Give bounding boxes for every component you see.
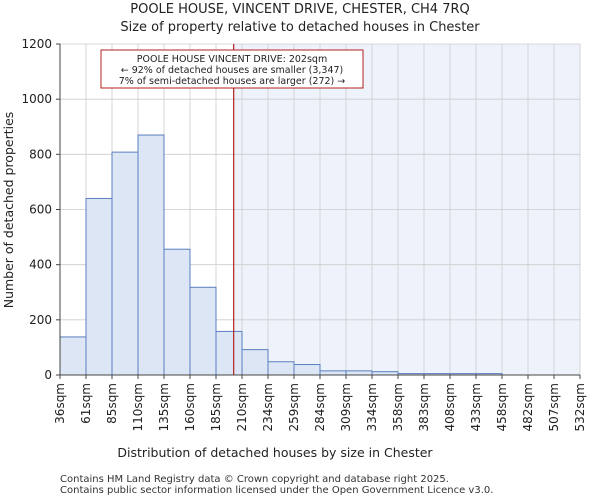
bar [293,364,321,376]
annotation-line-3: 7% of semi-detached houses are larger (2… [119,76,346,87]
y-tick-label: 1000 [21,92,52,106]
annotation-border [100,49,364,89]
annotation-line-1: POOLE HOUSE VINCENT DRIVE: 202sqm [137,54,327,65]
x-tick-label: 110sqm [131,383,145,431]
y-tick-label: 600 [29,203,52,217]
x-tick-label: 160sqm [183,383,197,431]
x-tick-label: 36sqm [53,383,67,424]
x-tick-label: 334sqm [365,383,379,431]
x-axis-label: Distribution of detached houses by size … [117,445,433,460]
x-tick-label: 433sqm [469,383,483,431]
bar [59,336,87,376]
bar [267,361,295,376]
x-tick-label: 135sqm [157,383,171,431]
x-tick-label: 532sqm [573,383,587,431]
bar [85,197,113,376]
x-tick-label: 383sqm [417,383,431,431]
x-tick-label: 85sqm [105,383,119,424]
annotation-line-2: ← 92% of detached houses are smaller (3,… [121,65,344,76]
footer-copyright: Contains HM Land Registry data © Crown c… [60,474,449,485]
bar [319,370,347,376]
x-tick-label: 358sqm [391,383,405,431]
x-tick-label: 61sqm [79,383,93,424]
x-tick-label: 210sqm [235,383,249,431]
bar [137,134,165,376]
x-tick-label: 234sqm [261,383,275,431]
bar [189,286,217,376]
chart-subtitle: Size of property relative to detached ho… [120,20,480,35]
bar [215,330,243,376]
x-tick-label: 284sqm [313,383,327,431]
y-tick-label: 1200 [21,37,52,51]
x-tick-label: 309sqm [339,383,353,431]
y-axis-label: Number of detached properties [1,112,16,309]
x-tick-label: 507sqm [547,383,561,431]
y-tick-label: 400 [29,258,52,272]
x-tick-label: 185sqm [209,383,223,431]
x-tick-label: 408sqm [443,383,457,431]
bar [163,248,191,376]
bar [241,349,269,376]
x-tick-label: 458sqm [495,383,509,431]
x-tick-label: 482sqm [521,383,535,431]
x-tick-label: 259sqm [287,383,301,431]
annotation-box: POOLE HOUSE VINCENT DRIVE: 202sqm ← 92% … [100,49,364,89]
y-tick-label: 200 [29,313,52,327]
chart-title: POOLE HOUSE, VINCENT DRIVE, CHESTER, CH4… [130,2,470,17]
bar [111,151,139,376]
bar [345,370,373,376]
footer-licence: Contains public sector information licen… [60,485,494,496]
y-tick-label: 0 [44,368,52,382]
y-tick-label: 800 [29,147,52,161]
